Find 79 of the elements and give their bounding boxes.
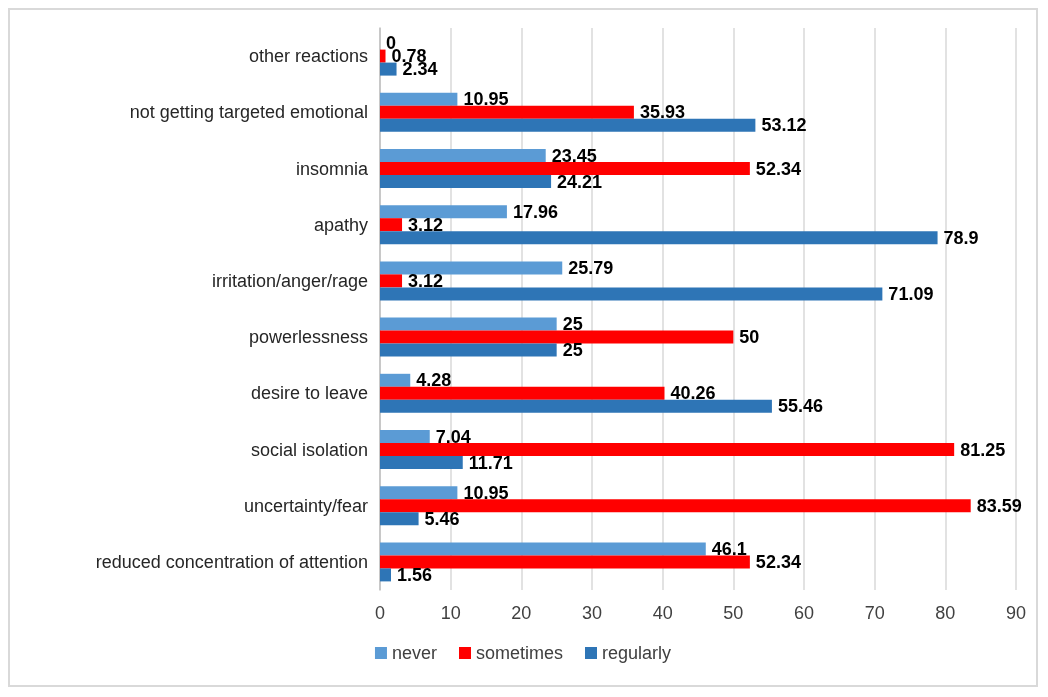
x-tick-label: 60 <box>793 603 815 623</box>
data-label: 10.95 <box>463 482 509 503</box>
legend-label: sometimes <box>475 643 564 663</box>
x-tick-label: 20 <box>511 603 532 623</box>
data-label: 25.79 <box>568 257 614 278</box>
data-label: 5.46 <box>424 508 460 529</box>
bar <box>380 512 419 526</box>
data-label: 11.71 <box>468 452 513 473</box>
data-label: 83.59 <box>976 495 1022 516</box>
data-label: 52.34 <box>755 551 801 572</box>
bar <box>380 261 563 275</box>
data-label: 55.46 <box>777 396 823 417</box>
data-label: 78.9 <box>943 227 979 248</box>
x-tick-label: 10 <box>440 603 461 623</box>
bar <box>380 330 734 344</box>
bar <box>380 231 938 245</box>
bar <box>380 49 386 63</box>
bar <box>380 118 756 132</box>
bar <box>380 343 557 357</box>
x-tick-label: 80 <box>935 603 956 623</box>
bar <box>380 205 507 219</box>
data-label: 40.26 <box>670 383 716 404</box>
x-tick-label: 40 <box>652 603 673 623</box>
y-tick-label: powerlessness <box>248 327 368 348</box>
bar <box>380 175 552 188</box>
y-tick-label: apathy <box>313 214 368 235</box>
bar <box>380 162 750 175</box>
data-label: 25 <box>562 314 583 335</box>
legend-label: regularly <box>602 643 672 663</box>
bar <box>380 373 411 387</box>
y-tick-label: insomnia <box>295 158 369 179</box>
bar <box>380 287 883 301</box>
y-tick-label: uncertainty/fear <box>243 495 368 516</box>
y-tick-label: social isolation <box>250 439 368 460</box>
bar <box>380 149 546 162</box>
bar <box>380 499 971 513</box>
bar <box>380 92 458 106</box>
bar <box>380 555 750 569</box>
data-label: 53.12 <box>761 115 807 136</box>
data-label: 3.12 <box>408 270 444 291</box>
bar <box>380 274 403 288</box>
x-tick-label: 0 <box>374 603 386 623</box>
y-tick-label: other reactions <box>248 46 368 67</box>
data-label: 23.45 <box>551 145 597 166</box>
x-tick-label: 50 <box>723 603 744 623</box>
bar <box>380 105 634 119</box>
data-label: 46.1 <box>711 538 747 559</box>
data-label: 81.25 <box>960 439 1006 460</box>
data-label: 24.21 <box>557 171 603 192</box>
y-tick-label: not getting targeted emotional <box>129 102 368 123</box>
bar <box>380 542 706 556</box>
bar <box>380 443 955 456</box>
bar <box>380 456 463 469</box>
y-tick-label: reduced concentration of attention <box>95 551 368 572</box>
data-label: 25 <box>562 340 583 361</box>
data-label: 17.96 <box>512 201 558 222</box>
x-tick-label: 90 <box>1005 603 1027 623</box>
data-label: 50 <box>739 327 760 348</box>
bar <box>380 430 430 443</box>
legend-label: never <box>391 643 437 663</box>
bar <box>380 62 397 76</box>
data-label: 71.09 <box>888 283 934 304</box>
bar <box>380 317 557 331</box>
x-tick-label: 70 <box>864 603 885 623</box>
y-tick-label: desire to leave <box>250 383 368 404</box>
bar <box>380 399 772 413</box>
bar <box>380 386 665 400</box>
y-tick-label: irritation/anger/rage <box>211 270 368 291</box>
bar <box>380 218 403 232</box>
data-label: 10.95 <box>463 89 509 110</box>
x-tick-label: 30 <box>581 603 603 623</box>
data-label: 4.28 <box>416 370 452 391</box>
data-label: 35.93 <box>639 102 685 123</box>
bar <box>380 486 458 500</box>
data-label: 52.34 <box>755 158 801 179</box>
bar <box>380 568 392 582</box>
data-label: 7.04 <box>435 426 471 447</box>
data-label: 1.56 <box>397 564 433 585</box>
data-label: 3.12 <box>408 214 444 235</box>
